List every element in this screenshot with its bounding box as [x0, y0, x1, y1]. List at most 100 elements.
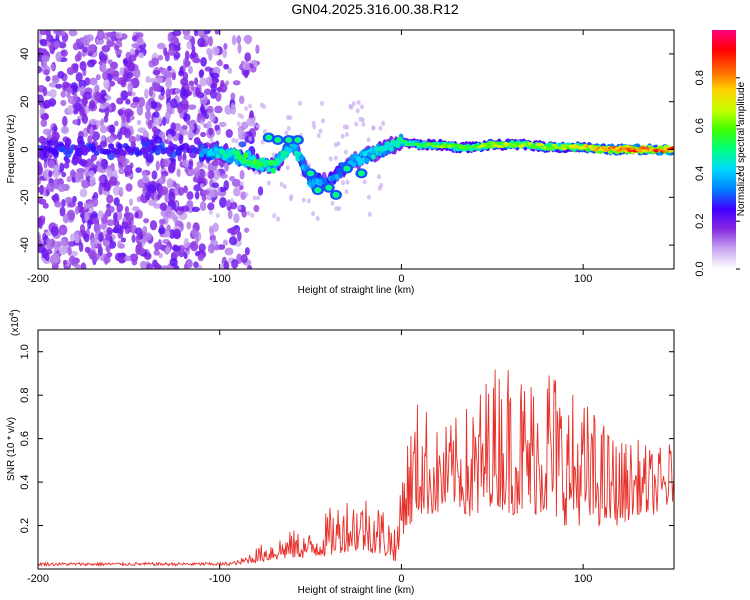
spectrogram-cell: [297, 100, 302, 106]
spectrogram-cell: [52, 125, 58, 132]
spectrogram-cell: [123, 255, 132, 262]
spectrogram-cell: [236, 35, 242, 45]
spectrogram-cell: [96, 30, 105, 41]
spectrogram-cell: [285, 165, 290, 171]
spectrogram-cell: [73, 93, 78, 103]
spectrogram-cell: [75, 72, 83, 83]
spectrogram-cell: [147, 119, 153, 130]
spectrogram-cell: [118, 155, 126, 163]
spectrogram-cell: [231, 258, 239, 269]
spectrogram-cell: [41, 55, 50, 63]
spectrogram-cell: [220, 149, 226, 156]
spectrogram-cell: [306, 198, 311, 204]
spectrogram-cell: [178, 186, 185, 196]
spectrogram-cell: [170, 36, 179, 45]
spectrogram-cell: [357, 170, 365, 177]
spectrogram-cell: [237, 112, 242, 118]
spectrogram-cell: [153, 249, 160, 256]
spectrogram-cell: [120, 90, 129, 101]
spectrogram-cell: [153, 241, 162, 250]
spectrogram-cell: [246, 265, 253, 269]
snr-panel: -200 -100 0 100 0.2 0.4 0.6 0.8 1.0 Height of s…: [6, 309, 675, 596]
spectrogram-cell: [98, 175, 105, 184]
spectrogram-cell: [193, 261, 199, 269]
spectrogram-cell: [38, 234, 41, 246]
spectrogram-cell: [178, 69, 185, 77]
spectrogram-cell: [262, 128, 267, 134]
spectrogram-cell: [194, 87, 201, 97]
spectrogram-cell: [214, 124, 220, 132]
spectrogram-cell: [46, 244, 54, 250]
spectrogram-cell: [210, 82, 217, 93]
spectrogram-cell: [244, 106, 249, 112]
spectrogram-cell: [80, 144, 87, 150]
spectrogram-cell: [166, 102, 172, 111]
spectrogram-cell: [71, 63, 79, 70]
spectrogram-cell: [135, 167, 142, 173]
spectrogram-cell: [89, 102, 96, 110]
spectrogram-cell: [52, 252, 61, 264]
spectrogram-cell: [183, 34, 193, 41]
spectrogram-cell: [211, 182, 219, 189]
spectrogram-cell: [288, 196, 293, 202]
y-tick-label: 40: [19, 48, 31, 60]
spectrogram-cell: [244, 52, 252, 62]
spectrogram-cell: [57, 70, 65, 79]
spectrogram-cell: [320, 118, 325, 124]
spectrogram-cell: [94, 84, 100, 94]
spectrogram-cell: [119, 186, 124, 193]
spectrogram-cell: [203, 163, 208, 169]
spectrogram-cell: [257, 186, 264, 196]
spectrogram-cell: [182, 159, 189, 168]
spectrogram-cell: [276, 216, 281, 222]
spectrogram-cell: [356, 99, 361, 105]
spectrogram-cell: [200, 120, 205, 126]
x-tick-label: 0: [398, 573, 404, 585]
spectrogram-cell: [200, 131, 206, 138]
spectrogram-cell: [77, 135, 84, 145]
spectrogram-cell: [55, 83, 63, 89]
y-tick-label: 20: [19, 96, 31, 108]
snr-background: [38, 330, 674, 569]
spectrogram-cell: [43, 69, 50, 76]
snr-data: [38, 369, 674, 568]
spectrogram-cell: [230, 102, 235, 108]
spectrogram-cell: [72, 119, 79, 125]
spectrogram-cell: [106, 251, 113, 258]
spectrogram-cell: [38, 176, 42, 185]
spectrogram-cell: [73, 102, 82, 112]
spectrogram-cell: [40, 113, 49, 120]
spectrogram-cell: [354, 121, 359, 127]
spectrogram-cell: [158, 184, 164, 195]
spectrogram-cell: [38, 94, 45, 106]
spectrogram-cell: [89, 59, 97, 65]
spectrogram-cell: [167, 164, 175, 174]
spectrogram-cell: [332, 191, 340, 198]
spectrogram-cell: [126, 111, 131, 123]
spectrogram-cell: [311, 211, 316, 217]
spectrogram-cell: [103, 190, 111, 196]
spectrogram-cell: [108, 176, 118, 186]
x-tick-label: -100: [209, 273, 231, 285]
spectrogram-cell: [189, 124, 195, 131]
spectrogram-cell: [135, 32, 144, 38]
spectrogram-cell: [136, 119, 142, 126]
spectrogram-cell: [209, 115, 214, 121]
spectrogram-cell: [669, 146, 674, 150]
spectrogram-cell: [106, 194, 114, 204]
spectrogram-cell: [101, 62, 107, 73]
spectrogram-y-axis-label: Frequency (Hz): [6, 115, 17, 184]
spectrogram-cell: [58, 224, 68, 236]
spectrogram-cell: [74, 171, 81, 183]
spectrogram-cell: [102, 238, 111, 248]
spectrogram-cell: [174, 149, 181, 156]
spectrogram-cell: [483, 142, 489, 146]
spectrogram-cell: [207, 243, 215, 254]
spectrogram-cell: [68, 30, 78, 37]
spectrogram-cell: [168, 45, 176, 57]
spectrogram-cell: [84, 211, 89, 222]
spectrogram-cell: [601, 146, 607, 150]
spectrogram-cell: [38, 164, 44, 175]
colorbar-label: Normalized spectral amplitude: [736, 81, 747, 216]
spectrogram-cell: [151, 170, 158, 180]
